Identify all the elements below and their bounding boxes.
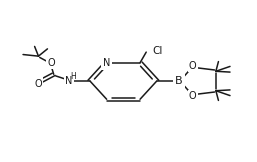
Text: N: N <box>103 58 110 68</box>
Text: O: O <box>34 79 42 88</box>
Text: Cl: Cl <box>153 46 163 56</box>
Text: O: O <box>189 91 197 101</box>
Text: N: N <box>65 76 72 86</box>
Text: H: H <box>70 72 76 81</box>
Text: O: O <box>189 61 197 71</box>
Text: B: B <box>175 76 182 86</box>
Text: O: O <box>47 58 55 68</box>
